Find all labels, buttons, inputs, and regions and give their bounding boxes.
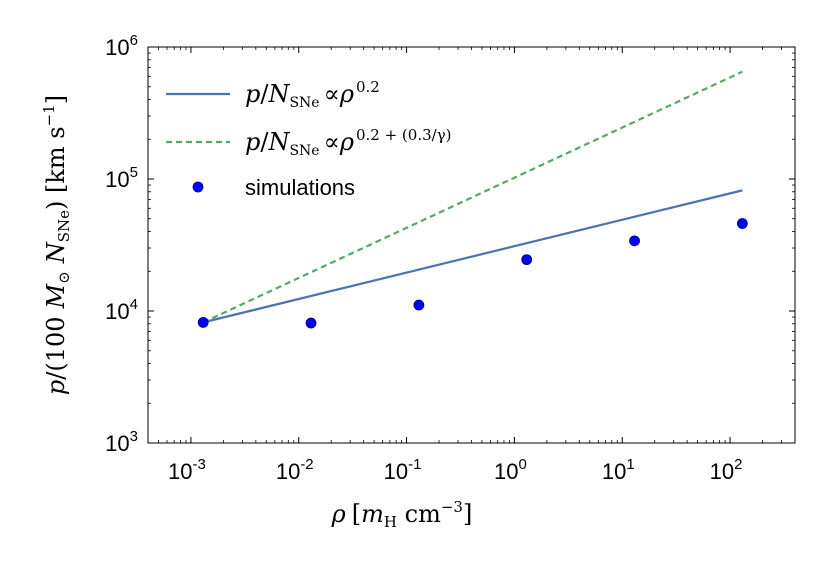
x-tick-label: 100 — [494, 456, 527, 484]
legend-label-power-law: p/NSNe ∝ρ 0.2 — [245, 78, 380, 111]
series-power-law-0.2-line — [202, 189, 743, 324]
x-tick-label: 10-1 — [384, 456, 422, 484]
x-tick-label: 10-3 — [168, 456, 206, 484]
x-tick-label: 102 — [710, 456, 743, 484]
series-power-law-gamma-line — [202, 70, 743, 324]
simulation-point — [413, 299, 425, 311]
legend-marker-simulations — [192, 181, 204, 193]
y-tick-label: 106 — [105, 32, 138, 60]
y-axis-label: p/(100M⊙NSNe) [km s−1] — [40, 95, 73, 395]
simulation-point — [736, 218, 748, 229]
legend: p/NSNe ∝ρ 0.2 p/NSNe ∝ρ 0.2 + (0.3/γ) simula… — [166, 78, 452, 200]
legend-label-simulations: simulations — [245, 175, 355, 200]
simulation-point — [521, 254, 533, 266]
y-axis-ticks: 103 104 105 106 — [105, 32, 795, 456]
x-axis-label: ρ [mH cm−3] — [331, 498, 473, 531]
simulations-markers — [197, 218, 748, 329]
simulation-point — [197, 316, 209, 328]
legend-label-power-law-gamma: p/NSNe ∝ρ 0.2 + (0.3/γ) — [245, 126, 452, 159]
y-tick-label: 105 — [105, 164, 138, 192]
y-tick-label: 104 — [105, 296, 138, 324]
simulation-point — [305, 317, 317, 329]
y-tick-label: 103 — [105, 428, 138, 456]
x-axis-ticks: 10-3 10-2 10-1 100 101 102 — [147, 47, 796, 484]
x-tick-label: 101 — [602, 456, 635, 484]
x-tick-label: 10-2 — [276, 456, 314, 484]
simulation-point — [629, 235, 640, 247]
